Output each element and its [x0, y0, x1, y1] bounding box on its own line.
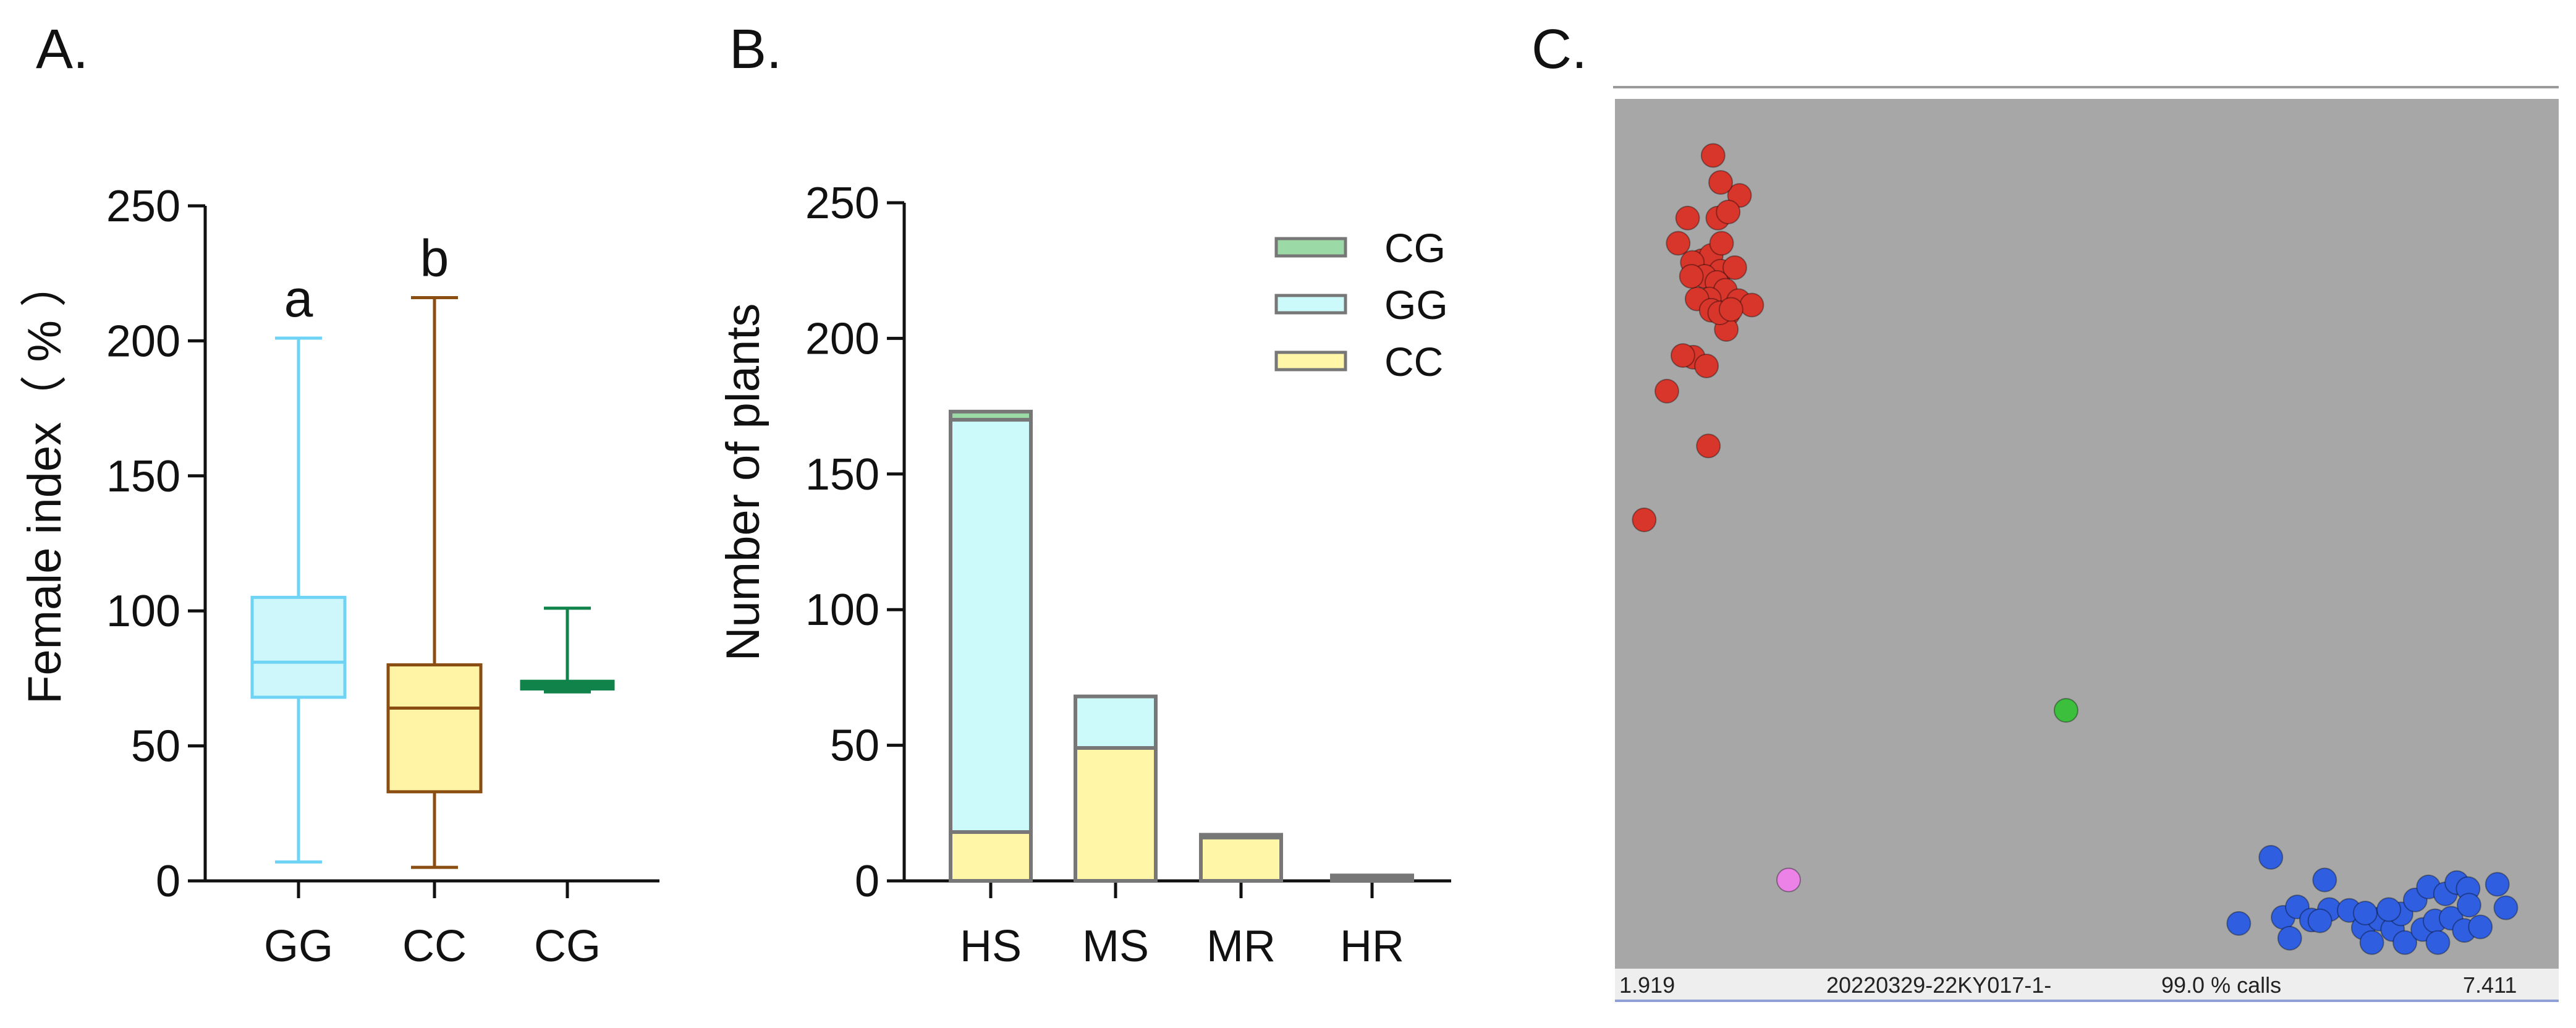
point-red-cluster: [1727, 183, 1752, 208]
point-blue-cluster: [2277, 925, 2302, 951]
status-call-rate: 99.0 % calls: [2161, 972, 2281, 998]
panel-b-x-tick-label: MR: [1206, 922, 1276, 971]
panel-b-x-ticks: HS MS MR HR: [960, 881, 1404, 971]
panel-a-y-tick-label: 150: [106, 452, 180, 501]
panel-b-label: B.: [729, 19, 782, 80]
point-red-cluster: [1670, 343, 1695, 368]
point-red-cluster: [1679, 264, 1704, 289]
point-blue-cluster: [2352, 900, 2378, 925]
box-gg: a: [250, 270, 347, 864]
point-blue-cluster: [2392, 930, 2418, 955]
panel-a-y-axis-label: Female index（ % ）: [19, 260, 71, 704]
point-red-cluster: [1654, 378, 1679, 404]
panel-b-x-tick-label: HS: [960, 922, 1022, 971]
point-red-cluster: [1666, 231, 1691, 256]
panel-a-x-tick-label: CC: [402, 922, 467, 971]
panel-b-y-ticks: 0 50 100 150 200 250: [805, 179, 904, 906]
box-body: [250, 595, 347, 699]
panel-a-x-tick-label: CG: [534, 922, 601, 971]
panel-a-box-plot: A. Female index（ % ） 0 50 100 150 200 250 GG C…: [19, 19, 659, 971]
panel-b-stacked-bar: B. Number of plants 0 50 100 150 200 250 HS MS…: [717, 19, 1451, 971]
panel-c-plot-area: [1615, 99, 2559, 969]
panel-c-status-bar: [1615, 969, 2559, 1000]
panel-b-y-axis-label: Number of plants: [717, 304, 769, 661]
point-red-cluster: [1700, 143, 1726, 168]
panel-b-y-tick-label: 150: [805, 450, 879, 499]
legend-label-cc: CC: [1384, 339, 1443, 384]
status-right-value: 7.411: [2463, 972, 2517, 998]
panel-a-y-tick-label: 250: [106, 182, 180, 231]
point-blue-cluster: [2226, 911, 2252, 936]
panel-b-x-tick-label: MS: [1082, 922, 1149, 971]
point-blue-cluster: [2359, 930, 2384, 955]
point-blue-cluster: [2312, 867, 2337, 893]
panel-a-y-tick-label: 200: [106, 316, 180, 366]
point-blue-cluster: [2456, 893, 2481, 918]
point-red-cluster: [1632, 507, 1657, 532]
panel-b-y-tick-label: 200: [805, 314, 879, 363]
panel-a-y-tick-label: 100: [106, 587, 180, 636]
panel-a-x-tick-label: GG: [264, 922, 333, 971]
status-run-name: 20220329-22KY017-1-: [1826, 972, 2051, 998]
point-red-cluster: [1716, 199, 1741, 224]
panel-a-y-tick-label: 0: [156, 857, 180, 906]
bar-hs-cg: [949, 409, 1033, 422]
point-blue-cluster: [2425, 930, 2451, 955]
panel-c-points: [1632, 143, 2519, 955]
point-blue-cluster: [2258, 844, 2284, 870]
bar-mr-cg: [1199, 833, 1283, 839]
panel-b-y-tick-label: 0: [855, 857, 879, 906]
panel-b-y-tick-label: 250: [805, 179, 879, 228]
panel-a-y-ticks: 0 50 100 150 200 250: [106, 182, 205, 906]
point-red-cluster: [1708, 170, 1734, 195]
point-blue-cluster: [2493, 895, 2519, 920]
point-blue-cluster: [2485, 872, 2510, 897]
bar-hs-cc: [949, 830, 1033, 883]
panel-b-x-tick-label: HR: [1340, 922, 1404, 971]
legend-swatch-cc: [1274, 350, 1347, 372]
significance-letter: a: [284, 270, 313, 328]
panel-a-label: A.: [36, 19, 88, 80]
bar-hr-cg: [1330, 873, 1414, 880]
point-red-cluster: [1675, 205, 1700, 231]
legend-label-gg: GG: [1384, 282, 1448, 328]
panel-b-legend: CG GG CC: [1274, 225, 1448, 384]
panel-b-bars: [949, 409, 1414, 883]
legend-label-cg: CG: [1384, 225, 1446, 271]
bar-mr-cc: [1199, 835, 1283, 883]
point-red-cluster: [1694, 353, 1719, 378]
point-pink-point: [1776, 867, 1801, 893]
legend-swatch-gg: [1274, 294, 1347, 315]
status-left-value: 1.919: [1619, 972, 1675, 998]
box-cg: [520, 606, 615, 694]
point-red-cluster: [1739, 292, 1765, 318]
box-cc: b: [386, 229, 483, 869]
point-blue-cluster: [2468, 914, 2493, 940]
panel-b-y-tick-label: 50: [830, 721, 879, 771]
panel-c-label: C.: [1532, 19, 1587, 80]
point-red-cluster: [1709, 231, 1734, 256]
legend-swatch-cg: [1274, 237, 1347, 258]
bar-ms-gg: [1074, 694, 1158, 750]
point-green-point: [2053, 698, 2078, 723]
significance-letter: b: [420, 229, 449, 287]
box-body: [386, 663, 483, 794]
panel-a-y-tick-label: 50: [131, 722, 180, 771]
point-red-cluster: [1696, 433, 1721, 459]
point-blue-cluster: [2376, 897, 2402, 922]
bar-hs-gg: [949, 418, 1033, 835]
panel-b-y-tick-label: 100: [805, 585, 879, 635]
point-red-cluster: [1718, 297, 1743, 322]
panel-c-cluster-plot: C. 1.919 20220329-22KY017-1- 99.0 % call…: [1532, 19, 2559, 1002]
panel-a-boxes: ab: [250, 229, 615, 869]
point-blue-cluster: [2307, 908, 2332, 933]
panel-a-x-ticks: GG CC CG: [264, 881, 601, 971]
point-red-cluster: [1722, 255, 1747, 280]
bar-ms-cc: [1074, 746, 1158, 883]
